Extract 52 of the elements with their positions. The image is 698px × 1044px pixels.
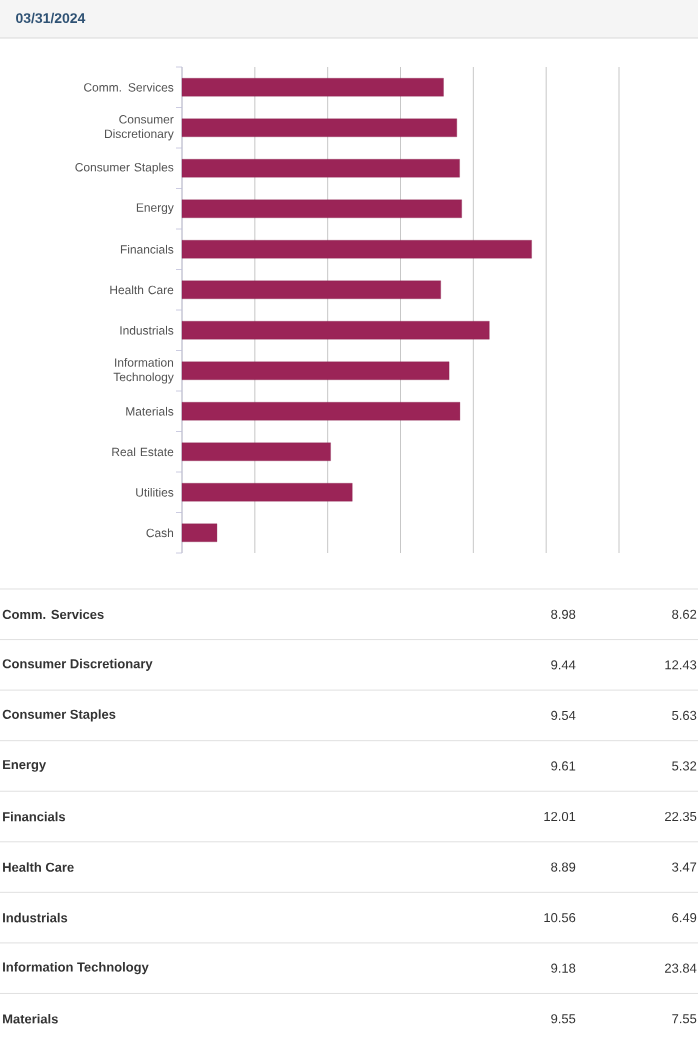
y-tick-label: Real Estate [112,447,174,457]
category-label: Consumer Discretionary [2,658,153,671]
category-label: Comm. Services [2,609,104,620]
category-label: Consumer Staples [2,709,116,722]
bar [181,159,460,178]
data-label: 9.18 [551,963,576,973]
y-tick-label: Utilities [136,487,174,497]
bar [181,118,457,137]
category-label: Industrials [3,912,68,923]
category-label: Financials [3,811,66,822]
data-label: 9.55 [551,1014,576,1024]
y-tick-label: Cash [146,528,174,538]
text: 03/31/2024 [16,12,86,24]
bar [181,280,441,299]
category-label: Information Technology [3,962,149,975]
bar [181,78,444,97]
bar [181,442,331,461]
y-tick-label: Information Technology [113,357,174,384]
data-label: 22.35 [665,811,697,822]
bar [181,321,490,340]
y-tick-label: Comm. Services [84,82,174,92]
y-tick-label: Industrials [120,325,174,335]
data-label: 12.01 [544,811,576,822]
y-tick-label: Consumer Staples [75,162,174,174]
data-label: 10.56 [544,913,576,923]
y-tick-label: Consumer Discretionary [105,115,174,141]
bar [181,361,450,380]
data-label: 3.47 [672,862,697,872]
data-label: 9.44 [551,660,576,670]
data-label: 7.55 [672,1014,697,1024]
bar [181,402,461,421]
y-tick-label: Materials [126,406,174,416]
bar [181,523,218,542]
data-label: 8.98 [551,609,576,619]
category-label: Energy [3,760,47,772]
y-tick-label: Energy [136,203,174,215]
data-label: 9.61 [551,761,576,771]
data-label: 12.43 [665,660,697,670]
data-label: 6.49 [672,913,697,923]
data-label: 5.32 [672,761,697,771]
data-label: 23.84 [665,963,697,973]
bar [181,240,532,259]
y-tick-label: Health Care [110,285,174,295]
data-label: 8.62 [672,609,697,619]
bar [181,483,353,502]
data-label: 5.63 [672,710,697,720]
data-label: 9.54 [551,710,576,720]
category-label: Materials [3,1013,58,1024]
y-tick-label: Financials [120,244,174,254]
bar [181,199,462,218]
category-label: Health Care [3,862,74,872]
data-label: 8.89 [551,862,576,872]
